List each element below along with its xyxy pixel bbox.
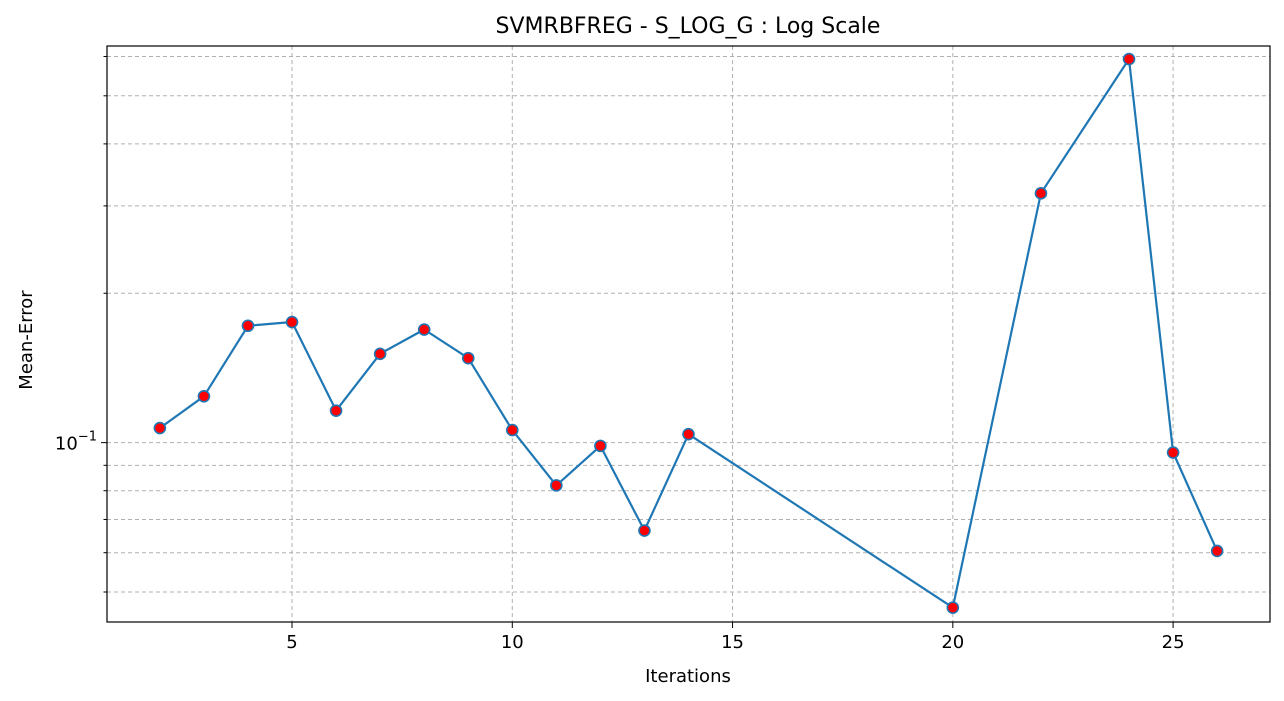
series-line [159, 57, 1219, 609]
x-tick-label: 5 [286, 632, 297, 653]
data-point [594, 439, 607, 453]
x-tick-label: 25 [1162, 632, 1185, 653]
x-tick-label: 15 [721, 632, 744, 653]
data-point [153, 421, 167, 435]
data-point [461, 351, 475, 365]
x-axis-label: Iterations [645, 666, 731, 687]
data-point [682, 427, 695, 441]
chart-title: SVMRBFREG - S_LOG_G : Log Scale [496, 14, 881, 39]
y-axis-label: Mean-Error [16, 290, 37, 390]
data-point [946, 601, 960, 614]
data-point [1122, 52, 1136, 66]
data-point [197, 389, 211, 403]
grid-lines [107, 46, 1270, 622]
data-point [505, 423, 519, 437]
data-series [153, 52, 1224, 614]
data-point [550, 479, 563, 492]
data-point [329, 404, 343, 417]
y-tick-label: 10−1 [55, 430, 97, 455]
data-point [241, 319, 255, 333]
x-tick-label: 10 [501, 632, 524, 653]
data-point [417, 323, 431, 336]
data-point [1210, 544, 1224, 558]
data-point [638, 524, 651, 537]
plot-area-frame [106, 45, 1271, 623]
data-point [285, 315, 299, 329]
data-point [373, 347, 387, 361]
data-point [1166, 446, 1180, 459]
data-point [1034, 187, 1048, 200]
x-tick-label: 20 [941, 632, 964, 653]
axis-ticks: 5 10 15 20 25 10−1 [55, 56, 1185, 653]
